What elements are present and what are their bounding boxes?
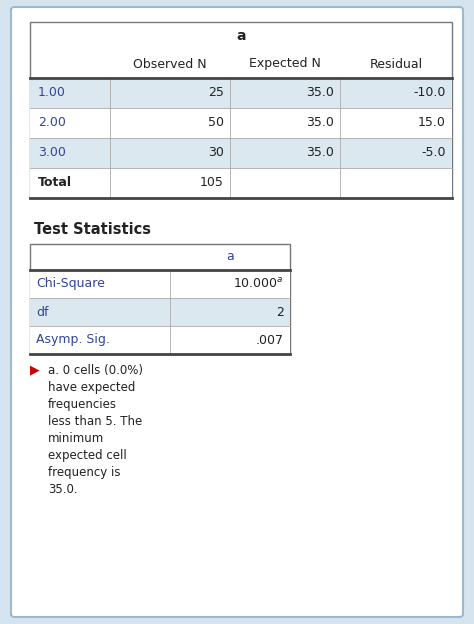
Text: have expected: have expected [48, 381, 136, 394]
Bar [30, 326, 290, 354]
Text: -10.0: -10.0 [414, 87, 446, 99]
Bar [30, 108, 452, 138]
Text: 25: 25 [208, 87, 224, 99]
Text: minimum: minimum [48, 432, 104, 445]
Text: 2: 2 [276, 306, 284, 318]
Bar [30, 22, 452, 198]
Bar [30, 78, 452, 108]
Bar [30, 244, 290, 354]
Text: Chi-Square: Chi-Square [36, 278, 105, 291]
Text: -5.0: -5.0 [421, 147, 446, 160]
Text: df: df [36, 306, 48, 318]
Text: ▶: ▶ [30, 364, 40, 376]
Text: 3.00: 3.00 [38, 147, 66, 160]
Text: frequency is: frequency is [48, 466, 120, 479]
Text: expected cell: expected cell [48, 449, 127, 462]
Bar [30, 270, 290, 298]
Text: 105: 105 [200, 177, 224, 190]
Text: 30: 30 [208, 147, 224, 160]
Text: .007: .007 [256, 333, 284, 346]
Text: a: a [236, 29, 246, 43]
Bar [30, 168, 452, 198]
Text: 10.000$^{a}$: 10.000$^{a}$ [233, 277, 284, 291]
Text: Asymp. Sig.: Asymp. Sig. [36, 333, 110, 346]
Text: Expected N: Expected N [249, 57, 321, 71]
Bar [30, 138, 452, 168]
Text: 50: 50 [208, 117, 224, 130]
Text: 35.0: 35.0 [306, 117, 334, 130]
Text: Residual: Residual [369, 57, 422, 71]
FancyBboxPatch shape [11, 7, 463, 617]
Text: Total: Total [38, 177, 72, 190]
Text: a. 0 cells (0.0%): a. 0 cells (0.0%) [48, 364, 143, 377]
Bar [30, 298, 290, 326]
Text: Observed N: Observed N [133, 57, 207, 71]
Text: 35.0.: 35.0. [48, 483, 78, 496]
Text: 15.0: 15.0 [418, 117, 446, 130]
Text: 1.00: 1.00 [38, 87, 66, 99]
Text: less than 5. The: less than 5. The [48, 415, 142, 428]
Text: frequencies: frequencies [48, 398, 117, 411]
Text: 35.0: 35.0 [306, 147, 334, 160]
Text: 35.0: 35.0 [306, 87, 334, 99]
Text: a: a [226, 250, 234, 263]
Text: Test Statistics: Test Statistics [34, 223, 151, 238]
Text: 2.00: 2.00 [38, 117, 66, 130]
